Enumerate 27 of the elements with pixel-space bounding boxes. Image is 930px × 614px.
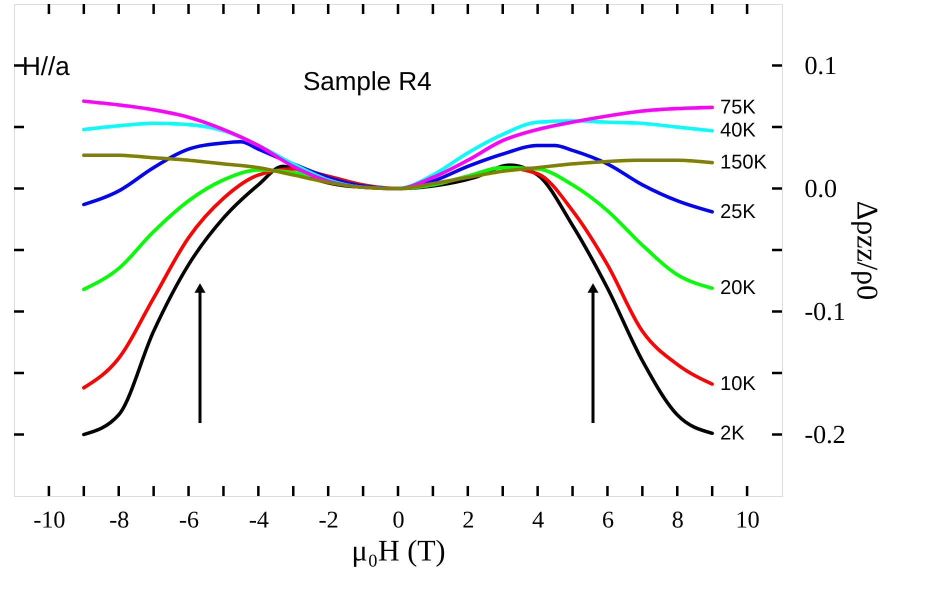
series-label: 150K [720, 152, 768, 174]
x-tick-label: 8 [672, 508, 684, 534]
series-label: 25K [720, 200, 756, 223]
y-tick-label: 0.1 [804, 51, 837, 80]
x-tick-label: -6 [179, 508, 200, 534]
line-series [82, 154, 714, 190]
annotation: H//a [22, 51, 70, 81]
y-tick-label: -0.2 [804, 420, 846, 449]
x-tick-label: -10 [33, 508, 66, 534]
series-label: 75K [720, 96, 756, 118]
x-tick-label: -8 [109, 508, 130, 534]
x-tick-label: -4 [248, 508, 269, 534]
x-tick-label: 4 [532, 508, 544, 534]
x-tick-label: 6 [602, 508, 614, 534]
y-axis-title: Δρzz/ρ0 [850, 200, 884, 300]
series-label: 10K [720, 373, 756, 396]
x-tick-label: 0 [392, 508, 404, 534]
y-tick-label: -0.1 [804, 297, 846, 326]
y-tick-label: 0.0 [804, 174, 837, 203]
x-tick-label: 10 [736, 508, 760, 534]
x-tick-label: 2 [462, 508, 474, 534]
x-tick-label: -2 [318, 508, 339, 534]
x-axis-title: μ₀H (T) [351, 534, 446, 568]
text: Sample R4 [302, 66, 432, 96]
series-label: 2K [720, 422, 746, 444]
series-label: 40K [720, 120, 756, 142]
series-label: 20K [720, 277, 756, 300]
